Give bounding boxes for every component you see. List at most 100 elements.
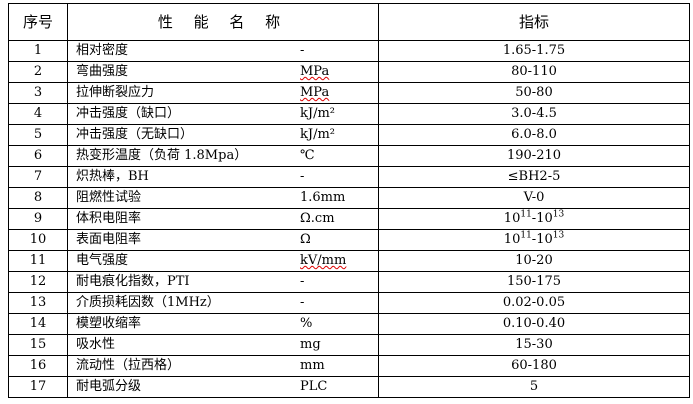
value-text: 0.02-0.05 (502, 295, 566, 310)
property-unit: - (300, 295, 305, 310)
table-row: 16 流动性（拉西格） mm 60-180 (8, 355, 690, 377)
property-name: 冲击强度（无缺口） (76, 127, 194, 142)
table-row: 6 热变形温度（负荷 1.8Mpa） ℃ 190-210 (8, 145, 690, 167)
table-row: 3 拉伸断裂应力 MPa 50-80 (8, 82, 690, 104)
value-cell: 5 (378, 376, 690, 398)
row-number: 14 (8, 313, 68, 335)
table-row: 12 耐电痕化指数，PTI - 150-175 (8, 271, 690, 293)
table-row: 2 弯曲强度 MPa 80-110 (8, 61, 690, 83)
table-row: 9 体积电阻率 Ω.cm 1011-1013 (8, 208, 690, 230)
property-unit: kJ/m² (300, 106, 336, 121)
row-number: 7 (8, 166, 68, 188)
value-cell: ≤BH2-5 (378, 166, 690, 188)
value-cell: 50-80 (378, 82, 690, 104)
property-unit: PLC (300, 379, 328, 394)
row-number: 2 (8, 61, 68, 83)
row-number: 15 (8, 334, 68, 356)
property-unit: % (300, 316, 313, 331)
row-number: 3 (8, 82, 68, 104)
row-number: 6 (8, 145, 68, 167)
property-name: 吸水性 (76, 337, 116, 352)
value-text: 150-175 (506, 274, 562, 289)
property-name: 流动性（拉西格） (76, 358, 181, 373)
value-cell: 6.0-8.0 (378, 124, 690, 146)
property-unit: kJ/m² (300, 127, 336, 142)
property-cell: 冲击强度（无缺口） kJ/m² (67, 124, 379, 146)
property-cell: 阻燃性试验 1.6mm (67, 187, 379, 209)
row-number: 8 (8, 187, 68, 209)
value-text: 1.65-1.75 (502, 43, 566, 58)
table-row: 11 电气强度 kV/mm 10-20 (8, 250, 690, 272)
property-cell: 模塑收缩率% (67, 313, 379, 335)
property-cell: 介质损耗因数（1MHz） - (67, 292, 379, 314)
value-text: 10-20 (515, 253, 553, 268)
property-cell: 表面电阻率 Ω (67, 229, 379, 251)
property-unit: - (300, 43, 305, 58)
row-number: 17 (8, 376, 68, 398)
row-number: 12 (8, 271, 68, 293)
property-unit: kV/mm (300, 253, 347, 268)
value-text: 6.0-8.0 (511, 127, 557, 142)
property-name: 体积电阻率 (76, 211, 142, 226)
property-name: 模塑收缩率 (76, 316, 142, 331)
value-text: 0.10-0.40 (502, 316, 566, 331)
property-cell: 热变形温度（负荷 1.8Mpa） ℃ (67, 145, 379, 167)
value-text: 50-80 (515, 85, 553, 100)
value-cell: 3.0-4.5 (378, 103, 690, 125)
row-number: 5 (8, 124, 68, 146)
property-name: 介质损耗因数（1MHz） (76, 295, 220, 310)
property-cell: 电气强度 kV/mm (67, 250, 379, 272)
value-text: ≤BH2-5 (507, 169, 561, 184)
property-name: 耐电弧分级 (76, 379, 142, 394)
value-cell: 190-210 (378, 145, 690, 167)
table-row: 15 吸水性 mg 15-30 (8, 334, 690, 356)
property-name: 阻燃性试验 (76, 190, 142, 205)
property-unit: mm (300, 358, 325, 373)
table-row: 17 耐电弧分级 PLC 5 (8, 376, 690, 398)
value-text: 3.0-4.5 (511, 106, 557, 121)
value-cell: V-0 (378, 187, 690, 209)
value-text: 15-30 (515, 337, 553, 352)
property-cell: 吸水性 mg (67, 334, 379, 356)
property-unit: 1.6mm (300, 190, 346, 205)
property-cell: 耐电痕化指数，PTI - (67, 271, 379, 293)
property-cell: 体积电阻率 Ω.cm (67, 208, 379, 230)
property-cell: 弯曲强度 MPa (67, 61, 379, 83)
property-unit: - (300, 274, 305, 289)
property-name: 拉伸断裂应力 (76, 85, 155, 100)
row-number: 13 (8, 292, 68, 314)
table-row: 1 相对密度 - 1.65-1.75 (8, 40, 690, 62)
row-number: 16 (8, 355, 68, 377)
value-cell: 60-180 (378, 355, 690, 377)
value-text: 1011-1013 (503, 209, 565, 226)
table-row: 4 冲击强度（缺口） kJ/m² 3.0-4.5 (8, 103, 690, 125)
value-cell: 80-110 (378, 61, 690, 83)
value-cell: 15-30 (378, 334, 690, 356)
property-name: 耐电痕化指数，PTI (76, 274, 190, 289)
value-text: 80-110 (511, 64, 557, 79)
value-cell: 1011-1013 (378, 208, 690, 230)
header-row: 序号 性 能 名 称 指标 (8, 3, 690, 41)
value-text: 1011-1013 (503, 230, 565, 247)
header-name: 性 能 名 称 (67, 3, 379, 41)
property-cell: 耐电弧分级 PLC (67, 376, 379, 398)
row-number: 4 (8, 103, 68, 125)
value-text: 190-210 (506, 148, 562, 163)
table-row: 5 冲击强度（无缺口） kJ/m² 6.0-8.0 (8, 124, 690, 146)
table-row: 13 介质损耗因数（1MHz） - 0.02-0.05 (8, 292, 690, 314)
property-cell: 流动性（拉西格） mm (67, 355, 379, 377)
value-cell: 1011-1013 (378, 229, 690, 251)
table-row: 7 炽热棒，BH - ≤BH2-5 (8, 166, 690, 188)
property-cell: 炽热棒，BH - (67, 166, 379, 188)
value-cell: 0.02-0.05 (378, 292, 690, 314)
header-value: 指标 (378, 3, 690, 41)
value-cell: 150-175 (378, 271, 690, 293)
property-name: 热变形温度（负荷 1.8Mpa） (76, 148, 248, 163)
property-cell: 冲击强度（缺口） kJ/m² (67, 103, 379, 125)
property-unit: MPa (300, 64, 330, 79)
property-unit: Ω.cm (300, 211, 335, 226)
property-name: 弯曲强度 (76, 64, 129, 79)
table-row: 8 阻燃性试验 1.6mm V-0 (8, 187, 690, 209)
property-name: 冲击强度（缺口） (76, 106, 181, 121)
value-cell: 1.65-1.75 (378, 40, 690, 62)
